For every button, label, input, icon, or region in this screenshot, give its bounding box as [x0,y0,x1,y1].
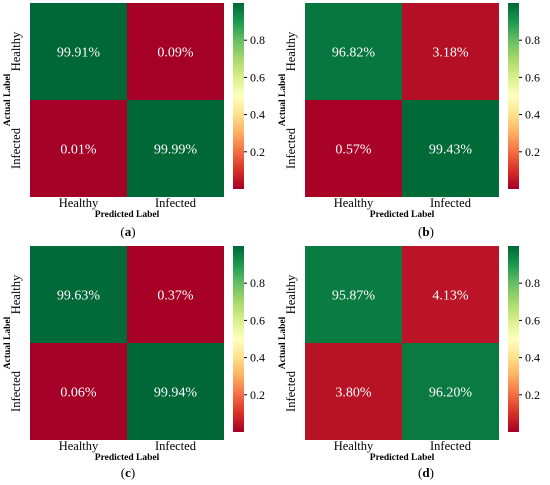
heatmap-cell [127,100,224,197]
heatmap-cell [127,3,224,100]
cell-value-label: 99.43% [429,143,473,158]
cell-value-label: 0.37% [157,289,194,304]
colorbar [508,246,519,432]
colorbar-tick-label: 0.2 [525,145,540,159]
cell-value-label: 99.94% [154,386,198,401]
heatmap-svg-b: 96.82% 3.18% 0.57% 99.43% Healthy Infected Hea… [278,3,540,220]
heatmap-cell [402,343,499,440]
heatmap-cell [402,3,499,100]
heatmap-svg-d: 95.87% 4.13% 3.80% 96.20% Healthy Infected Hea… [278,246,540,463]
caption-a: (a) [120,224,136,239]
y-axis-label: Actual Label [3,73,13,126]
cell-value-label: 0.06% [60,386,97,401]
heatmap-cell [305,3,402,100]
x-axis-label: Predicted Label [370,453,435,463]
y-tick-label: Infected [9,370,23,412]
cell-value-label: 95.87% [332,289,376,304]
colorbar-tick-label: 0.4 [525,351,540,365]
confusion-matrix-d: 95.87% 4.13% 3.80% 96.20% Healthy Infected Hea… [275,243,550,485]
heatmap-cell [30,246,127,343]
cell-value-label: 99.63% [57,289,101,304]
x-axis-label: Predicted Label [95,453,160,463]
y-tick-label: Infected [284,370,298,412]
colorbar [508,3,519,189]
colorbar-tick-label: 0.8 [525,33,540,47]
caption-c: (c) [120,465,136,480]
colorbar-tick-label: 0.6 [525,313,540,327]
cell-value-label: 0.09% [157,46,194,61]
cell-value-label: 99.99% [154,143,198,158]
cell-value-label: 3.80% [335,386,372,401]
x-axis-label: Predicted Label [370,210,435,220]
heatmap-cell [127,246,224,343]
colorbar-tick-label: 0.8 [250,276,265,290]
colorbar-tick-label: 0.8 [250,33,265,47]
caption-letter-a: a [124,224,132,239]
colorbar [233,3,244,189]
cell-value-label: 96.82% [332,46,376,61]
caption-letter-c: c [125,465,131,480]
y-axis-label: Actual Label [278,316,288,369]
x-tick-label: Infected [430,439,472,453]
heatmap-cell [402,100,499,197]
cell-value-label: 0.57% [335,143,372,158]
x-tick-label: Healthy [334,439,374,453]
confusion-matrix-c: 99.63% 0.37% 0.06% 99.94% Healthy Infected Hea… [0,243,275,485]
heatmap-cell [305,100,402,197]
caption-letter-b: b [422,224,430,239]
cell-value-label: 96.20% [429,386,473,401]
y-axis-label: Actual Label [3,316,13,369]
colorbar-tick-label: 0.4 [250,108,265,122]
confusion-matrix-b: 96.82% 3.18% 0.57% 99.43% Healthy Infected Hea… [275,0,550,242]
colorbar [233,246,244,432]
x-tick-label: Infected [430,196,472,210]
x-axis-label: Predicted Label [95,210,160,220]
heatmap-cell [127,343,224,440]
x-tick-label: Infected [155,196,197,210]
x-tick-label: Infected [155,439,197,453]
confusion-matrix-a: 99.91% 0.09% 0.01% 99.99% Healthy Infected Hea… [0,0,275,242]
y-axis-label: Actual Label [278,73,288,126]
cell-value-label: 99.91% [57,46,101,61]
x-tick-label: Healthy [334,196,374,210]
heatmap-cell [305,246,402,343]
x-tick-label: Healthy [59,196,99,210]
colorbar-tick-label: 0.8 [525,276,540,290]
colorbar-tick-label: 0.4 [525,108,540,122]
colorbar-tick-label: 0.6 [250,70,265,84]
cell-value-label: 3.18% [432,46,469,61]
colorbar-tick-label: 0.6 [250,313,265,327]
colorbar-tick-label: 0.2 [250,388,265,402]
heatmap-cell [30,343,127,440]
y-tick-label: Healthy [284,31,298,71]
caption-b: (b) [418,224,434,239]
heatmap-cell [30,100,127,197]
y-tick-label: Infected [284,127,298,169]
cell-value-label: 0.01% [60,143,97,158]
y-tick-label: Healthy [284,274,298,314]
caption-d: (d) [418,465,434,480]
y-tick-label: Healthy [9,31,23,71]
heatmap-cell [402,246,499,343]
heatmap-svg-c: 99.63% 0.37% 0.06% 99.94% Healthy Infected Hea… [3,246,265,463]
heatmap-cell [30,3,127,100]
colorbar-tick-label: 0.4 [250,351,265,365]
y-tick-label: Infected [9,127,23,169]
colorbar-tick-label: 0.2 [525,388,540,402]
cell-value-label: 4.13% [432,289,469,304]
heatmap-svg-a: 99.91% 0.09% 0.01% 99.99% Healthy Infected Hea… [3,3,265,220]
caption-letter-d: d [422,465,430,480]
y-tick-label: Healthy [9,274,23,314]
heatmap-cell [305,343,402,440]
x-tick-label: Healthy [59,439,99,453]
colorbar-tick-label: 0.2 [250,145,265,159]
colorbar-tick-label: 0.6 [525,70,540,84]
